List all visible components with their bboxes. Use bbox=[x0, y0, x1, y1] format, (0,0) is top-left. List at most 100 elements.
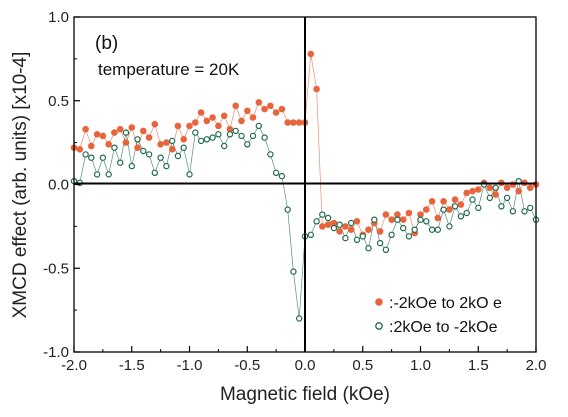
series-2-point bbox=[296, 315, 303, 322]
series-1-point bbox=[261, 105, 268, 113]
series-1-point bbox=[336, 228, 343, 235]
series-1-point bbox=[342, 223, 349, 230]
tick-layer: -2.0 -1.5 -1.0 -0.5 0.0 0.5 1.0 1.5 2.0 1.0 0.5 0.0… bbox=[43, 9, 546, 374]
series-1-point bbox=[244, 107, 251, 115]
series-2-point bbox=[255, 122, 262, 130]
series-1-point bbox=[434, 214, 442, 222]
series-2-point bbox=[492, 184, 499, 191]
series-1-point bbox=[475, 186, 482, 193]
series-2-point bbox=[336, 221, 343, 228]
series-1-point bbox=[428, 198, 436, 205]
series-2-point bbox=[174, 152, 182, 160]
series-1-point bbox=[515, 187, 522, 195]
series-2-point bbox=[440, 206, 447, 213]
series-2-point bbox=[249, 132, 257, 140]
series-1-point bbox=[192, 119, 199, 126]
series-2-point bbox=[220, 142, 228, 150]
series-1-point bbox=[503, 184, 511, 192]
series-1-point bbox=[347, 226, 355, 233]
y-tick-label: 0.0 bbox=[48, 177, 69, 194]
series-1-point bbox=[267, 102, 274, 110]
series-2-point bbox=[232, 127, 239, 135]
series-2-point bbox=[105, 171, 112, 178]
series-1-point bbox=[423, 206, 430, 213]
series-1-point bbox=[486, 184, 494, 192]
series-2-point bbox=[423, 218, 430, 225]
series-1-point bbox=[469, 187, 476, 195]
series-2-point bbox=[417, 216, 424, 223]
series-1-point bbox=[93, 131, 101, 138]
series-2-point bbox=[376, 239, 384, 247]
series-1-point bbox=[215, 122, 222, 130]
series-2-point bbox=[348, 219, 355, 227]
series-1-point bbox=[446, 206, 453, 213]
series-2-point bbox=[503, 194, 511, 202]
series-1-point bbox=[168, 146, 176, 153]
series-1-point bbox=[232, 102, 239, 110]
series-2-point bbox=[128, 162, 135, 170]
series-2-point bbox=[405, 233, 413, 240]
series-2-point bbox=[527, 204, 534, 212]
series-1-point bbox=[313, 85, 320, 93]
series-1-point bbox=[99, 132, 107, 140]
series-2-point bbox=[244, 141, 251, 148]
series-1-point bbox=[405, 209, 413, 217]
series-2-point bbox=[469, 196, 476, 203]
x-tick-label: 1.0 bbox=[410, 357, 431, 374]
series-2-point bbox=[394, 216, 401, 223]
legend-label-down-sweep: :2kOe to -2kOe bbox=[389, 319, 498, 336]
series-2-point bbox=[116, 159, 124, 166]
series-2-point bbox=[88, 154, 95, 161]
x-tick-label: -2.0 bbox=[61, 357, 87, 374]
series-2-point bbox=[371, 216, 378, 223]
series-1-point bbox=[249, 114, 257, 121]
series-2-point bbox=[192, 129, 199, 136]
series-1-point bbox=[388, 216, 395, 223]
series-1-point bbox=[284, 119, 292, 126]
series-2-point bbox=[145, 151, 153, 158]
series-1-point bbox=[324, 221, 332, 228]
series-1-point bbox=[272, 109, 280, 116]
series-1-point bbox=[140, 127, 147, 135]
series-2-point bbox=[157, 154, 164, 161]
series-1-point bbox=[82, 125, 89, 133]
series-2-point bbox=[82, 151, 89, 158]
series-1-point bbox=[122, 139, 130, 146]
series-2-point bbox=[457, 213, 465, 220]
series-2-point bbox=[365, 244, 372, 252]
series-2-point bbox=[272, 169, 280, 176]
series-1-point bbox=[220, 112, 228, 120]
series-2-point bbox=[446, 223, 453, 230]
series-2-point bbox=[319, 211, 326, 218]
series-2-point bbox=[278, 172, 286, 180]
series-2-point bbox=[359, 233, 366, 240]
series-2-point bbox=[324, 214, 332, 222]
series-2-point bbox=[238, 132, 245, 140]
series-2-point bbox=[151, 169, 158, 176]
series-1-point bbox=[382, 211, 390, 218]
series-1-point bbox=[307, 50, 315, 58]
series-1-point bbox=[319, 223, 326, 230]
series-2-point bbox=[313, 218, 320, 225]
series-1-point bbox=[186, 122, 193, 130]
series-2-point bbox=[388, 231, 395, 238]
series-2-point bbox=[197, 137, 205, 145]
series-1-point bbox=[526, 184, 534, 192]
x-tick-label: -0.5 bbox=[234, 357, 260, 374]
series-2-point bbox=[521, 208, 528, 215]
series-1-point bbox=[197, 109, 205, 116]
series-1-point bbox=[290, 119, 297, 126]
series-2-point bbox=[122, 129, 130, 136]
y-axis-label: XMCD effect (arb. units) [x10-4] bbox=[10, 52, 31, 319]
series-2-point bbox=[215, 131, 222, 138]
series-2-point bbox=[203, 136, 210, 143]
series-1-point bbox=[209, 114, 216, 121]
series-2-point bbox=[434, 226, 441, 233]
series-2-point bbox=[307, 231, 314, 238]
series-1-point bbox=[116, 125, 124, 133]
series-2-point bbox=[428, 226, 436, 233]
series-2-point bbox=[463, 209, 470, 217]
temperature-annotation: temperature = 20K bbox=[98, 60, 240, 79]
series-1-point bbox=[238, 117, 245, 125]
series-2-point bbox=[509, 208, 517, 215]
